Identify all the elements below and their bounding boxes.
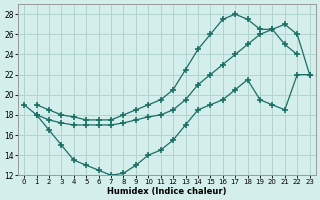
X-axis label: Humidex (Indice chaleur): Humidex (Indice chaleur) [107, 187, 227, 196]
